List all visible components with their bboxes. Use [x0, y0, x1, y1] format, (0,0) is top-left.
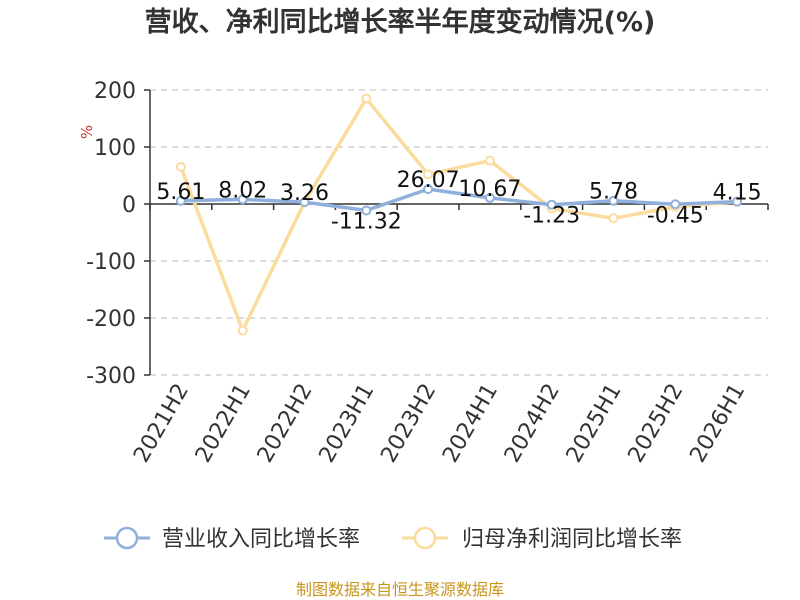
y-unit: %	[78, 125, 96, 139]
data-point[interactable]	[237, 194, 248, 205]
data-point[interactable]	[608, 213, 619, 224]
y-tick-label: -200	[86, 307, 136, 332]
axes: 2001000-100-200-3002021H22022H12022H2202…	[86, 79, 769, 467]
data-label: 8.02	[218, 178, 267, 203]
x-tick-label: 2022H1	[191, 380, 256, 467]
x-tick-label: 2026H1	[685, 380, 750, 467]
grid	[150, 89, 768, 376]
x-tick-label: 2024H1	[438, 380, 503, 467]
legend-item-1[interactable]: 归母净利润同比增长率	[402, 526, 682, 552]
y-tick-label: -300	[86, 364, 136, 389]
x-tick-label: 2025H1	[562, 380, 627, 467]
legend[interactable]: 营业收入同比增长率 归母净利润同比增长率	[104, 526, 682, 552]
data-label: 5.61	[156, 180, 205, 205]
x-tick-label: 2024H2	[500, 380, 565, 467]
data-label: 3.26	[280, 181, 329, 206]
data-point[interactable]	[423, 169, 434, 180]
y-tick-label: -100	[86, 250, 136, 275]
x-tick-label: 2021H2	[129, 380, 194, 467]
data-point[interactable]	[175, 195, 186, 206]
data-point[interactable]	[423, 184, 434, 195]
data-point[interactable]	[299, 197, 310, 208]
data-point[interactable]	[608, 195, 619, 206]
chart-title: 营收、净利同比增长率半年度变动情况(%)	[145, 6, 656, 38]
legend-swatch-marker	[115, 526, 139, 550]
data-point[interactable]	[670, 199, 681, 210]
data-label: 10.67	[458, 177, 521, 202]
data-point[interactable]	[361, 205, 372, 216]
data-label: -11.32	[331, 209, 402, 234]
data-point[interactable]	[484, 192, 495, 203]
series-line-1	[179, 96, 738, 333]
x-tick-label: 2025H2	[624, 380, 689, 467]
data-point[interactable]	[484, 155, 495, 166]
data-label: 26.07	[397, 168, 460, 193]
data-label: 5.78	[589, 180, 638, 205]
source-note: 制图数据来自恒生聚源数据库	[296, 580, 504, 599]
data-label: 4.15	[713, 181, 762, 206]
y-tick-label: 0	[122, 193, 136, 218]
legend-label: 归母净利润同比增长率	[462, 527, 682, 552]
data-point[interactable]	[361, 93, 372, 104]
data-point[interactable]	[237, 325, 248, 336]
x-tick-label: 2023H1	[315, 380, 380, 467]
legend-swatch-marker	[413, 526, 437, 550]
data-point[interactable]	[175, 161, 186, 172]
legend-item-0[interactable]: 营业收入同比增长率	[104, 526, 360, 552]
data-point[interactable]	[732, 196, 743, 207]
y-tick-label: 200	[94, 79, 136, 104]
x-tick-label: 2022H2	[253, 380, 318, 467]
y-tick-label: 100	[94, 136, 136, 161]
data-point[interactable]	[546, 199, 557, 210]
data-label: -0.45	[647, 203, 704, 228]
series-line-0	[180, 187, 738, 213]
legend-label: 营业收入同比增长率	[162, 527, 360, 552]
x-tick-label: 2023H2	[376, 379, 441, 466]
data-label: -1.23	[523, 204, 580, 229]
series-layer	[175, 93, 743, 336]
